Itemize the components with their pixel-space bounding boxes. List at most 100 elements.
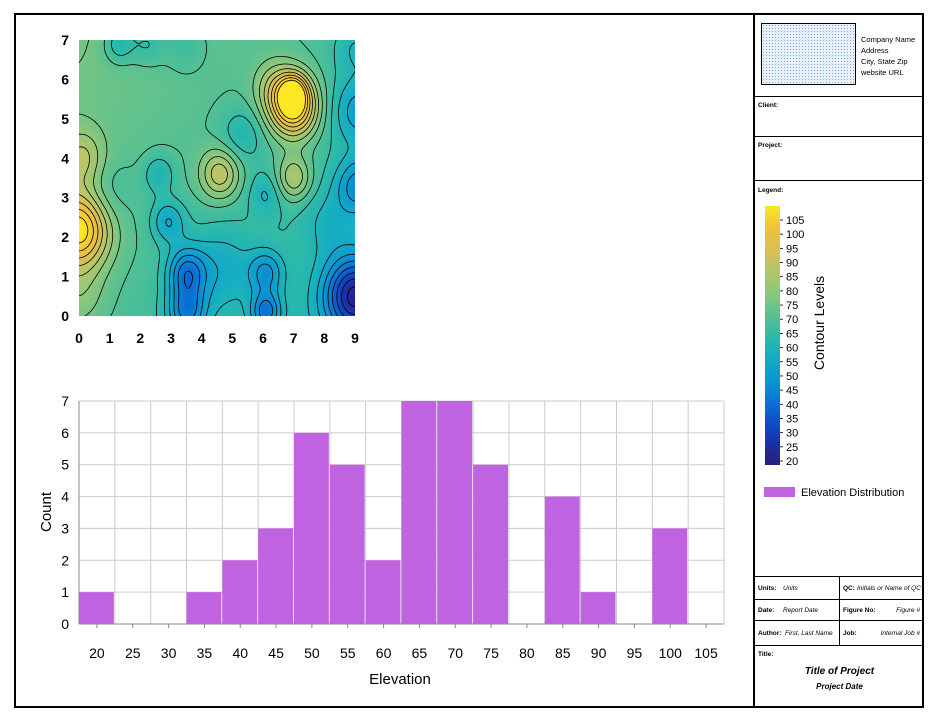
contour-cell	[205, 190, 209, 194]
contour-cell	[130, 175, 134, 179]
contour-cell	[235, 157, 239, 161]
contour-cell	[334, 187, 338, 191]
contour-cell	[325, 73, 329, 77]
contour-cell	[307, 121, 311, 125]
contour-cell	[181, 49, 185, 53]
contour-cell	[139, 58, 143, 62]
contour-cell	[331, 94, 335, 98]
contour-cell	[322, 55, 326, 59]
contour-cell	[262, 58, 266, 62]
contour-cell	[271, 118, 275, 122]
contour-cell	[229, 157, 233, 161]
contour-cell	[109, 124, 113, 128]
contour-cell	[163, 67, 167, 71]
contour-cell	[214, 145, 218, 149]
contour-cell	[241, 40, 245, 44]
contour-cell	[175, 67, 179, 71]
contour-cell	[349, 52, 353, 56]
contour-cell	[103, 133, 107, 137]
contour-cell	[301, 127, 305, 131]
contour-cell	[349, 145, 353, 149]
contour-cell	[97, 118, 101, 122]
contour-cell	[88, 196, 92, 200]
contour-cell	[133, 142, 137, 146]
contour-cell	[127, 100, 131, 104]
contour-cell	[316, 55, 320, 59]
contour-cell	[112, 127, 116, 131]
contour-cell	[178, 61, 182, 65]
contour-cell	[352, 145, 355, 149]
contour-cell	[253, 127, 257, 131]
contour-cell	[211, 70, 215, 74]
contour-cell	[94, 88, 98, 92]
contour-cell	[103, 178, 107, 182]
contour-cell	[190, 184, 194, 188]
contour-cell	[175, 187, 179, 191]
contour-cell	[199, 181, 203, 185]
contour-cell	[175, 124, 179, 128]
contour-cell	[319, 64, 323, 68]
contour-cell	[184, 97, 188, 101]
contour-cell	[175, 64, 179, 68]
contour-cell	[196, 169, 200, 173]
contour-cell	[253, 160, 257, 164]
contour-cell	[106, 130, 110, 134]
contour-cell	[100, 190, 104, 194]
contour-cell	[286, 142, 290, 146]
contour-cell	[145, 133, 149, 137]
contour-cell	[205, 184, 209, 188]
contour-cell	[301, 124, 305, 128]
contour-cell	[178, 43, 182, 47]
contour-cell	[223, 109, 227, 113]
contour-cell	[334, 157, 338, 161]
contour-cell	[133, 202, 137, 206]
contour-cell	[130, 193, 134, 197]
contour-cell	[85, 112, 89, 116]
contour-cell	[121, 106, 125, 110]
contour-cell	[223, 139, 227, 143]
contour-cell	[202, 100, 206, 104]
contour-cell	[331, 157, 335, 161]
contour-cell	[97, 133, 101, 137]
contour-cell	[277, 58, 281, 62]
contour-cell	[232, 118, 236, 122]
contour-cell	[301, 46, 305, 50]
contour-cell	[265, 112, 269, 116]
contour-cell	[100, 46, 104, 50]
contour-cell	[115, 181, 119, 185]
contour-cell	[313, 124, 317, 128]
contour-cell	[172, 49, 176, 53]
contour-cell	[178, 130, 182, 134]
contour-cell	[349, 112, 353, 116]
contour-cell	[199, 148, 203, 152]
contour-cell	[295, 196, 299, 200]
contour-cell	[235, 49, 239, 53]
contour-cell	[352, 58, 355, 62]
contour-cell	[133, 199, 137, 203]
contour-cell	[94, 85, 98, 89]
contour-cell	[124, 196, 128, 200]
contour-cell	[151, 193, 155, 197]
contour-cell	[163, 145, 167, 149]
contour-cell	[322, 187, 326, 191]
contour-cell	[154, 67, 158, 71]
contour-cell	[181, 88, 185, 92]
contour-cell	[199, 199, 203, 203]
contour-cell	[217, 139, 221, 143]
contour-cell	[94, 49, 98, 53]
contour-cell	[337, 172, 341, 176]
contour-cell	[148, 193, 152, 197]
contour-cell	[217, 91, 221, 95]
contour-cell	[316, 64, 320, 68]
contour-cell	[100, 196, 104, 200]
contour-cell	[187, 175, 191, 179]
contour-cell	[112, 196, 116, 200]
contour-cell	[352, 181, 355, 185]
contour-cell	[79, 109, 83, 113]
contour-cell	[115, 67, 119, 71]
contour-cell	[298, 115, 302, 119]
contour-cell	[121, 58, 125, 62]
contour-cell	[136, 64, 140, 68]
contour-cell	[103, 187, 107, 191]
